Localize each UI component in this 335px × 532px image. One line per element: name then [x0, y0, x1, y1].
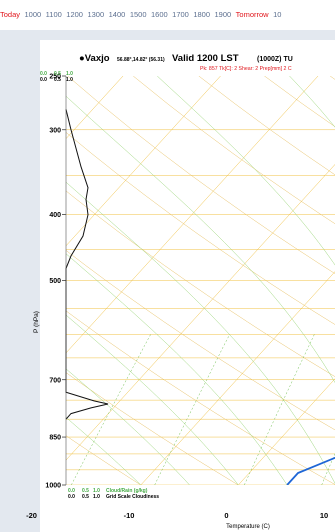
dry-adiabat-line [66, 190, 335, 377]
hour-link-1200[interactable]: 1200 [66, 10, 83, 19]
isotherm-line [66, 76, 319, 354]
dry-adiabat-line [133, 76, 335, 225]
moist-adiabat-line [157, 76, 335, 266]
isotherm-line [66, 76, 221, 247]
cloud-scale-top-label: 1.0 [66, 71, 73, 77]
dry-adiabat-line [67, 76, 335, 274]
x-axis-label: Temperature (C) [226, 524, 270, 530]
skewt-chart: ●Vaxjo 56.88°,14.82° (56.31) Valid 1200 … [0, 30, 335, 532]
today-link[interactable]: Today [0, 10, 21, 19]
y-axis-label: P (hPa) [33, 311, 40, 333]
time-navigation-bar: Today 1000 1100 1200 1300 1400 1500 1600… [0, 0, 335, 31]
y-tick-label: 1000 [45, 483, 61, 490]
dry-adiabat-line [66, 372, 239, 485]
isotherm-line [238, 378, 335, 485]
hour-link-next-partial[interactable]: 10 [273, 10, 282, 19]
station-label: ●Vaxjo [79, 53, 110, 64]
moist-adiabat-line [66, 95, 335, 383]
y-tick-label: 500 [49, 278, 61, 285]
x-tick-label: 0 [224, 511, 228, 520]
dry-adiabat-line [66, 132, 335, 325]
moist-adiabat-line [66, 417, 141, 485]
valid-utc-label: (1000Z) TU [257, 56, 293, 63]
cloud-scale-top-label: 0.5 [54, 71, 61, 77]
hour-link-1600[interactable]: 1600 [150, 10, 168, 19]
hour-link-1300[interactable]: 1300 [87, 10, 105, 19]
cloud-scale-bottom-label: 0.5 [82, 488, 89, 494]
cloud-scale-bottom-label-dark: 1.0 [93, 494, 100, 500]
cloud-scale-bottom-label-dark: 0.0 [68, 494, 75, 500]
moist-adiabat-line [66, 314, 239, 485]
x-tick-label: -20 [26, 511, 37, 520]
grid-cloudiness-label: Grid Scale Cloudiness [106, 494, 159, 500]
station-marker: ● [79, 53, 85, 64]
cloud-rain-label: Cloud/Rain (g/kg) [106, 488, 148, 494]
x-tick-label: 10 [320, 511, 328, 520]
cloud-scale-bottom-label: 0.0 [68, 488, 75, 494]
moist-adiabat-line [66, 253, 288, 485]
tomorrow-link[interactable]: Tomorrow [235, 10, 269, 19]
cloud-scale-top-label-dark: 1.0 [66, 77, 73, 83]
cloud-scale-top-label-dark: 0.0 [40, 77, 47, 83]
moist-adiabat-line [66, 368, 190, 485]
cloud-scale-top-label: 0.0 [40, 71, 47, 77]
hour-link-1000[interactable]: 1000 [24, 10, 42, 19]
hour-link-1900[interactable]: 1900 [214, 10, 232, 19]
y-tick-label: 400 [49, 212, 61, 219]
x-tick-label: -10 [124, 511, 135, 520]
sounding-panel: ●Vaxjo 56.88°,14.82° (56.31) Valid 1200 … [0, 30, 335, 532]
y-tick-label: 850 [49, 435, 61, 442]
hour-link-1800[interactable]: 1800 [193, 10, 211, 19]
dry-adiabat-line [66, 250, 335, 431]
valid-time-label: Valid 1200 LST [172, 53, 239, 64]
cloud-scale-bottom-label-dark: 0.5 [82, 494, 89, 500]
dry-adiabat-line [66, 435, 141, 485]
hour-link-1400[interactable]: 1400 [108, 10, 126, 19]
cloudiness-profile-line [65, 109, 109, 420]
moist-adiabat-line [66, 181, 335, 484]
hour-link-1700[interactable]: 1700 [172, 10, 189, 19]
isotherm-line [140, 271, 335, 485]
hour-link-1100[interactable]: 1100 [45, 10, 62, 19]
station-name: Vaxjo [85, 53, 110, 64]
isotherm-line [66, 164, 335, 461]
y-tick-label: 700 [49, 377, 61, 384]
y-tick-label: 300 [49, 127, 61, 134]
mixing-ratio-line [244, 334, 315, 485]
legend-text: Pk: 857 Tk[C]: 2 Shear: 2 Prep[mm] 2 C [200, 66, 292, 72]
y-tick-label: 250 [49, 74, 61, 81]
station-coords: 56.88°,14.82° (56.31) [117, 57, 165, 63]
mixing-ratio-line [154, 334, 230, 485]
cloud-scale-top-label-dark: 0.5 [54, 77, 61, 83]
cloud-scale-bottom-label: 1.0 [93, 488, 100, 494]
hour-link-1500[interactable]: 1500 [129, 10, 147, 19]
dry-adiabat-line [66, 310, 335, 485]
